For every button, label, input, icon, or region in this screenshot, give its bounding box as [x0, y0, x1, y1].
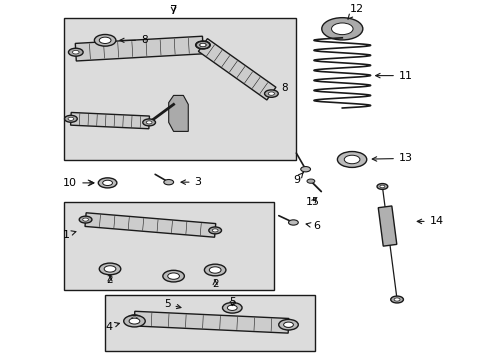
Ellipse shape — [129, 318, 140, 324]
Polygon shape — [134, 311, 288, 333]
Ellipse shape — [208, 227, 221, 234]
Polygon shape — [70, 112, 149, 129]
Ellipse shape — [199, 43, 206, 47]
Ellipse shape — [264, 90, 278, 97]
Text: 10: 10 — [63, 178, 94, 188]
Ellipse shape — [72, 50, 79, 54]
Ellipse shape — [146, 121, 152, 124]
Ellipse shape — [142, 119, 155, 126]
Ellipse shape — [300, 167, 310, 172]
Ellipse shape — [379, 185, 384, 188]
Polygon shape — [378, 206, 396, 246]
Ellipse shape — [195, 41, 210, 49]
Ellipse shape — [79, 216, 92, 223]
Ellipse shape — [288, 220, 298, 225]
Text: 14: 14 — [416, 216, 443, 226]
Ellipse shape — [222, 302, 242, 313]
Ellipse shape — [127, 315, 141, 322]
Text: 1: 1 — [62, 230, 76, 240]
Text: 13: 13 — [371, 153, 412, 163]
Ellipse shape — [285, 324, 291, 328]
Text: 4: 4 — [105, 321, 119, 332]
Ellipse shape — [82, 218, 88, 221]
Ellipse shape — [68, 48, 83, 56]
Bar — [63, 18, 295, 160]
Text: 7: 7 — [169, 4, 177, 17]
Polygon shape — [168, 95, 188, 131]
Ellipse shape — [268, 92, 274, 95]
Ellipse shape — [321, 18, 362, 40]
Ellipse shape — [227, 305, 237, 310]
Text: 3: 3 — [181, 177, 201, 187]
Ellipse shape — [104, 266, 116, 272]
Bar — [105, 295, 315, 351]
Polygon shape — [75, 36, 203, 61]
Ellipse shape — [99, 263, 121, 275]
Ellipse shape — [68, 117, 74, 120]
Ellipse shape — [281, 322, 295, 329]
Ellipse shape — [393, 298, 399, 301]
Ellipse shape — [163, 270, 184, 282]
Ellipse shape — [99, 37, 111, 44]
Text: 6: 6 — [305, 221, 319, 231]
Text: 12: 12 — [347, 4, 363, 19]
Ellipse shape — [94, 35, 116, 46]
Ellipse shape — [64, 115, 77, 122]
Ellipse shape — [212, 229, 218, 232]
Ellipse shape — [337, 152, 366, 167]
Ellipse shape — [344, 155, 359, 164]
Text: 9: 9 — [293, 172, 303, 185]
Text: 2: 2 — [211, 279, 218, 289]
Ellipse shape — [98, 178, 117, 188]
Ellipse shape — [163, 180, 173, 185]
Ellipse shape — [390, 296, 403, 303]
Ellipse shape — [200, 43, 205, 47]
Ellipse shape — [209, 267, 221, 273]
Text: 8: 8 — [281, 83, 287, 93]
Ellipse shape — [331, 23, 352, 35]
Ellipse shape — [102, 180, 112, 185]
Ellipse shape — [167, 273, 179, 279]
Ellipse shape — [196, 41, 209, 49]
Ellipse shape — [131, 317, 137, 320]
Text: 11: 11 — [375, 71, 412, 81]
Polygon shape — [85, 213, 215, 237]
Ellipse shape — [123, 315, 145, 327]
Text: 2: 2 — [106, 275, 113, 285]
Ellipse shape — [306, 179, 314, 183]
Ellipse shape — [278, 319, 298, 330]
Text: 5: 5 — [163, 299, 181, 309]
Text: 15: 15 — [305, 197, 319, 207]
Ellipse shape — [204, 264, 225, 276]
Ellipse shape — [376, 184, 387, 189]
Polygon shape — [198, 39, 275, 100]
Bar — [63, 202, 273, 290]
Ellipse shape — [283, 322, 293, 327]
Text: 8: 8 — [120, 35, 147, 45]
Text: 5: 5 — [228, 297, 235, 307]
